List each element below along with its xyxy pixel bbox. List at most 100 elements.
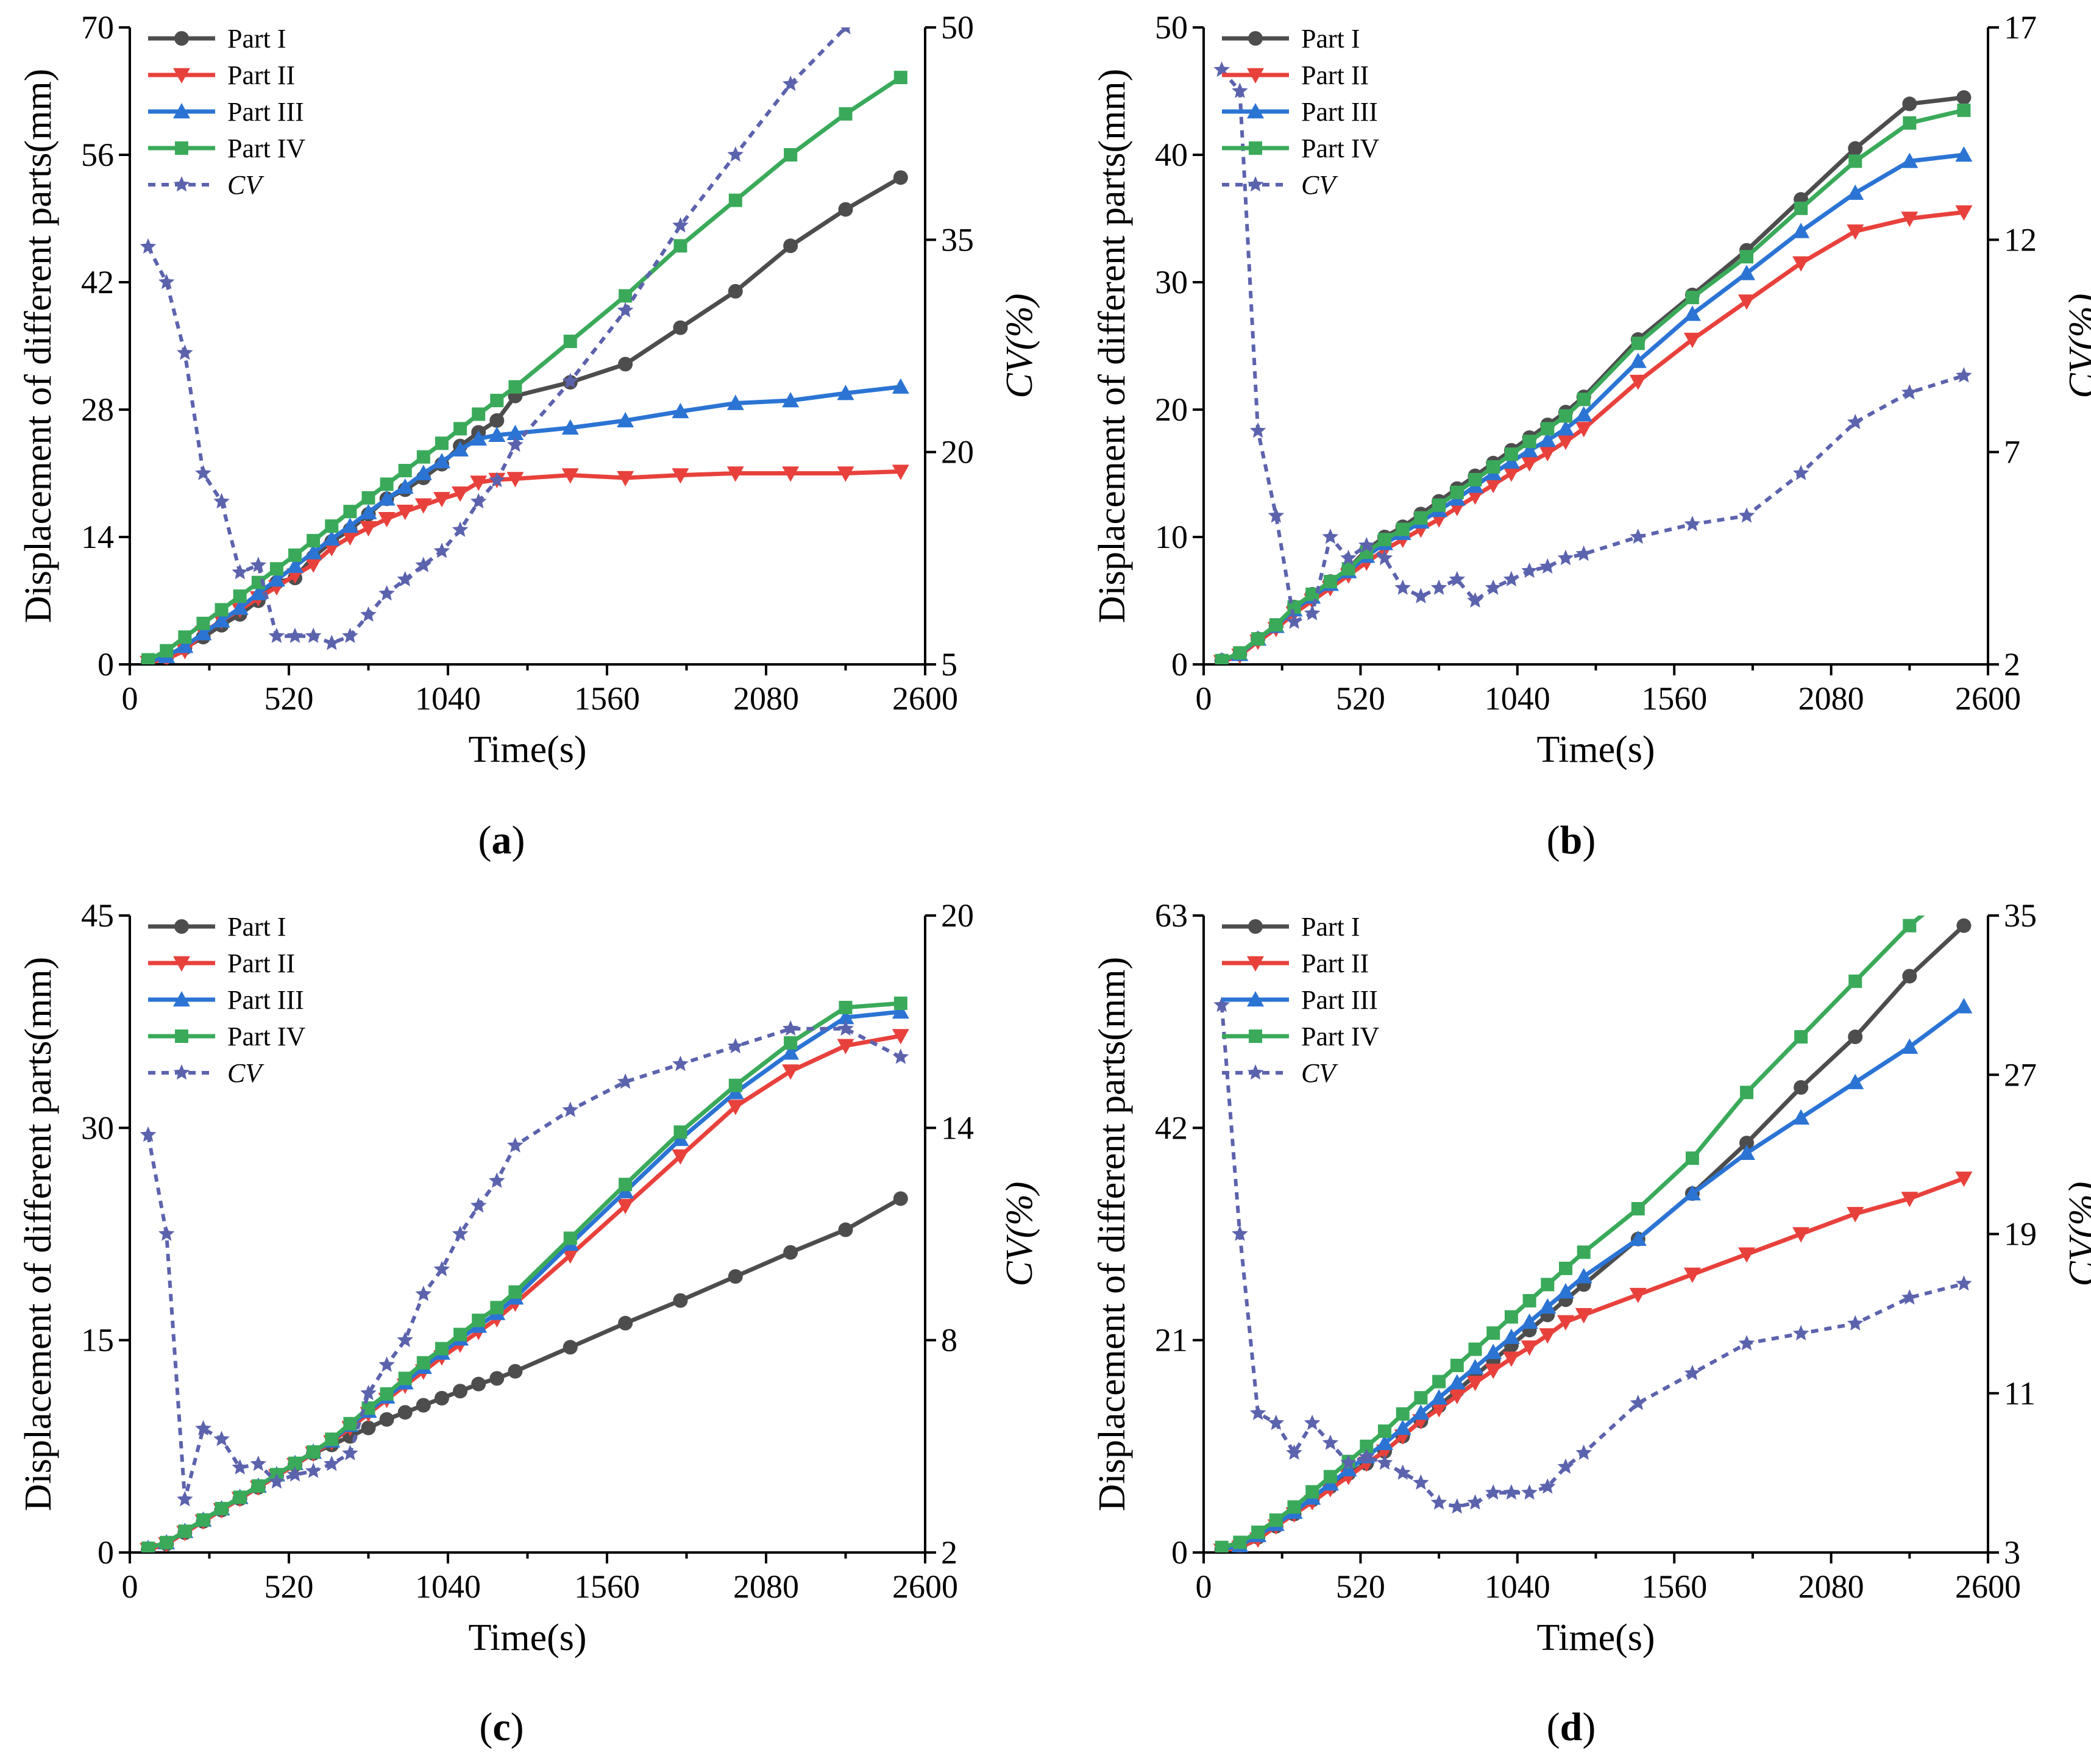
data-point: [343, 505, 357, 519]
data-point: [1848, 1030, 1863, 1045]
legend-label: Part IV: [227, 1022, 306, 1051]
data-point: [1541, 422, 1555, 436]
data-point: [398, 1371, 412, 1385]
series-part-ii: [1213, 1172, 1973, 1552]
data-point: [305, 557, 322, 573]
data-point: [892, 464, 909, 480]
data-point: [415, 557, 432, 572]
y-tick-label: 14: [81, 519, 114, 555]
data-point: [1956, 1275, 1972, 1291]
data-point: [489, 1371, 505, 1386]
data-point: [619, 1178, 633, 1192]
data-point: [782, 1020, 799, 1036]
series-line: [146, 27, 849, 645]
data-point: [892, 1029, 909, 1045]
series-cv: [1213, 997, 1972, 1514]
data-point: [361, 491, 375, 505]
data-point: [1233, 1535, 1247, 1549]
data-point: [1738, 1247, 1755, 1263]
data-point: [1521, 1313, 1538, 1329]
data-point: [324, 1455, 340, 1471]
data-point: [617, 1198, 634, 1215]
data-point: [361, 1401, 375, 1415]
data-point: [1340, 1454, 1357, 1470]
data-point: [1358, 1448, 1375, 1464]
legend-marker: [174, 919, 189, 934]
data-point: [1629, 374, 1647, 391]
data-point: [453, 422, 467, 436]
data-point: [838, 202, 853, 217]
legend-label: Part II: [227, 948, 295, 978]
data-point: [1249, 422, 1266, 438]
legend-marker: [175, 141, 188, 155]
data-point: [617, 302, 634, 318]
data-point: [1305, 1485, 1319, 1499]
data-point: [726, 394, 744, 410]
data-point: [1847, 1207, 1864, 1223]
data-point: [360, 606, 377, 622]
legend-label: CV: [1301, 170, 1338, 200]
data-point: [618, 357, 633, 372]
data-point: [1430, 579, 1447, 595]
y-tick-label: 45: [81, 897, 114, 934]
data-point: [1575, 1307, 1592, 1324]
series-line: [1221, 924, 1965, 1552]
data-point: [452, 486, 469, 502]
y-tick-label: 15: [81, 1322, 114, 1359]
data-point: [507, 436, 524, 452]
data-point: [268, 1473, 285, 1489]
data-point: [1956, 367, 1972, 383]
data-point: [1557, 1458, 1574, 1474]
panel-label: (c): [479, 1705, 524, 1749]
data-point: [1631, 336, 1645, 350]
x-tick-label: 0: [122, 1568, 138, 1605]
x-tick-label: 2080: [733, 680, 799, 717]
x-tick-label: 2600: [892, 680, 958, 717]
panel-label-open: (: [1547, 1705, 1560, 1749]
y2-tick-label: 27: [2004, 1056, 2037, 1093]
legend-label: Part III: [1301, 985, 1378, 1015]
data-point: [839, 107, 853, 121]
data-point: [472, 1314, 486, 1328]
data-point: [307, 533, 321, 547]
data-point: [1286, 1444, 1302, 1460]
data-point: [1376, 1434, 1393, 1451]
legend-marker: [174, 31, 189, 46]
data-point: [470, 493, 487, 509]
data-point: [232, 1459, 248, 1474]
data-point: [343, 1417, 357, 1431]
data-point: [1502, 1328, 1520, 1344]
y2-tick-label: 7: [2004, 434, 2020, 471]
data-point: [1322, 1434, 1339, 1450]
data-point: [361, 1420, 376, 1435]
data-point: [1792, 464, 1809, 480]
data-point: [508, 1364, 523, 1379]
data-point: [1541, 1278, 1555, 1292]
data-point: [1376, 1454, 1393, 1470]
data-point: [1575, 406, 1592, 422]
data-point: [1539, 558, 1556, 574]
data-point: [1557, 420, 1574, 436]
data-point: [1503, 571, 1520, 586]
data-point: [1304, 605, 1321, 621]
data-point: [1466, 1376, 1484, 1392]
data-point: [673, 1293, 688, 1308]
y2-axis-title: CV(%): [999, 1181, 1040, 1286]
legend-marker: [1247, 176, 1264, 192]
y2-tick-label: 8: [941, 1322, 957, 1359]
panel-label-letter: b: [1560, 818, 1583, 862]
data-point: [1396, 522, 1410, 536]
data-point: [1269, 1513, 1283, 1527]
data-point: [160, 644, 174, 658]
data-point: [1268, 507, 1285, 523]
data-point: [1559, 409, 1572, 423]
data-point: [1794, 1079, 1809, 1095]
data-point: [893, 170, 908, 185]
data-point: [307, 1445, 321, 1459]
data-point: [1449, 571, 1466, 586]
chart-panel-d: 0 520 1040 1560 2080 2600 0 21 42 63 3 11 19 27 35 Time…: [1092, 897, 2091, 1749]
data-point: [160, 1535, 174, 1549]
legend-label: Part II: [1301, 948, 1369, 978]
legend-label: Part IV: [1301, 133, 1380, 163]
